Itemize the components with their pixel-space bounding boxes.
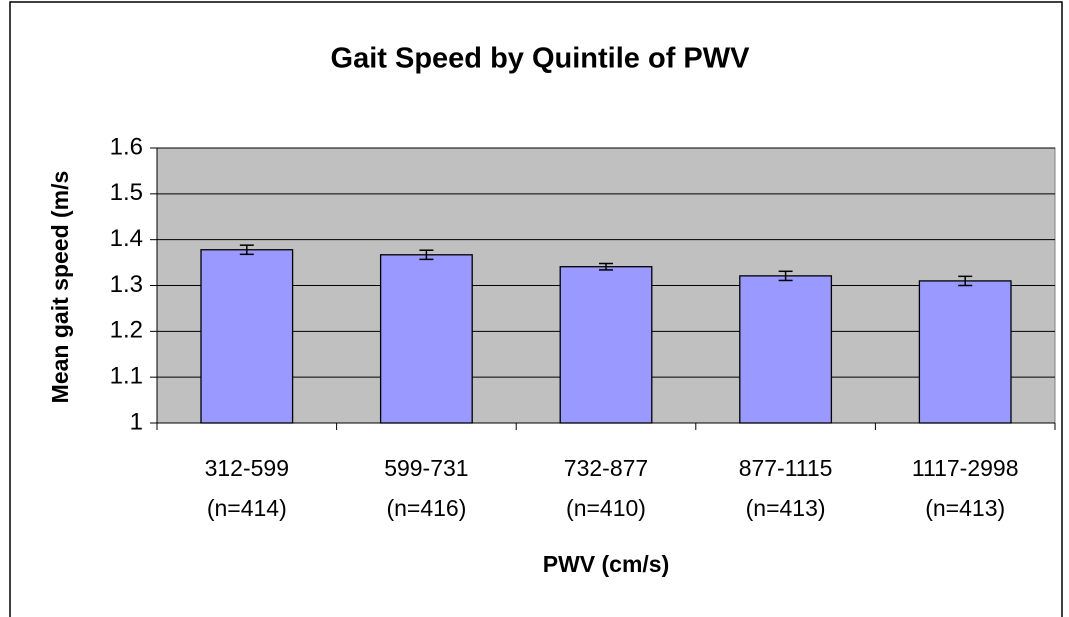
y-tick-label: 1.6	[110, 133, 143, 160]
y-tick-label: 1.3	[110, 271, 143, 298]
y-tick-label: 1	[130, 408, 143, 435]
x-tick-label: (n=410)	[566, 495, 646, 521]
bar	[379, 254, 473, 424]
y-tick-label: 1.4	[110, 225, 143, 252]
y-tick-label: 1.1	[110, 363, 143, 390]
x-tick-label: (n=414)	[207, 495, 287, 521]
x-tick-label: (n=413)	[925, 495, 1005, 521]
y-axis-title: Mean gait speed (m/s	[47, 171, 73, 404]
x-tick-label: 877-1115	[739, 455, 833, 481]
y-tick-label: 1.2	[110, 317, 143, 344]
x-tick-label: 1117-2998	[912, 455, 1019, 481]
bar	[200, 249, 294, 424]
x-tick-label: 732-877	[564, 455, 648, 481]
x-tick-label: (n=413)	[746, 495, 826, 521]
bar	[739, 275, 833, 424]
chart-title: Gait Speed by Quintile of PWV	[331, 43, 751, 75]
y-tick-label: 1.5	[110, 179, 143, 206]
bar	[918, 280, 1012, 424]
bar	[559, 266, 653, 424]
x-axis-title: PWV (cm/s)	[543, 551, 670, 577]
x-tick-label: 599-731	[384, 455, 468, 481]
x-tick-label: 312-599	[205, 455, 289, 481]
x-tick-label: (n=416)	[386, 495, 466, 521]
